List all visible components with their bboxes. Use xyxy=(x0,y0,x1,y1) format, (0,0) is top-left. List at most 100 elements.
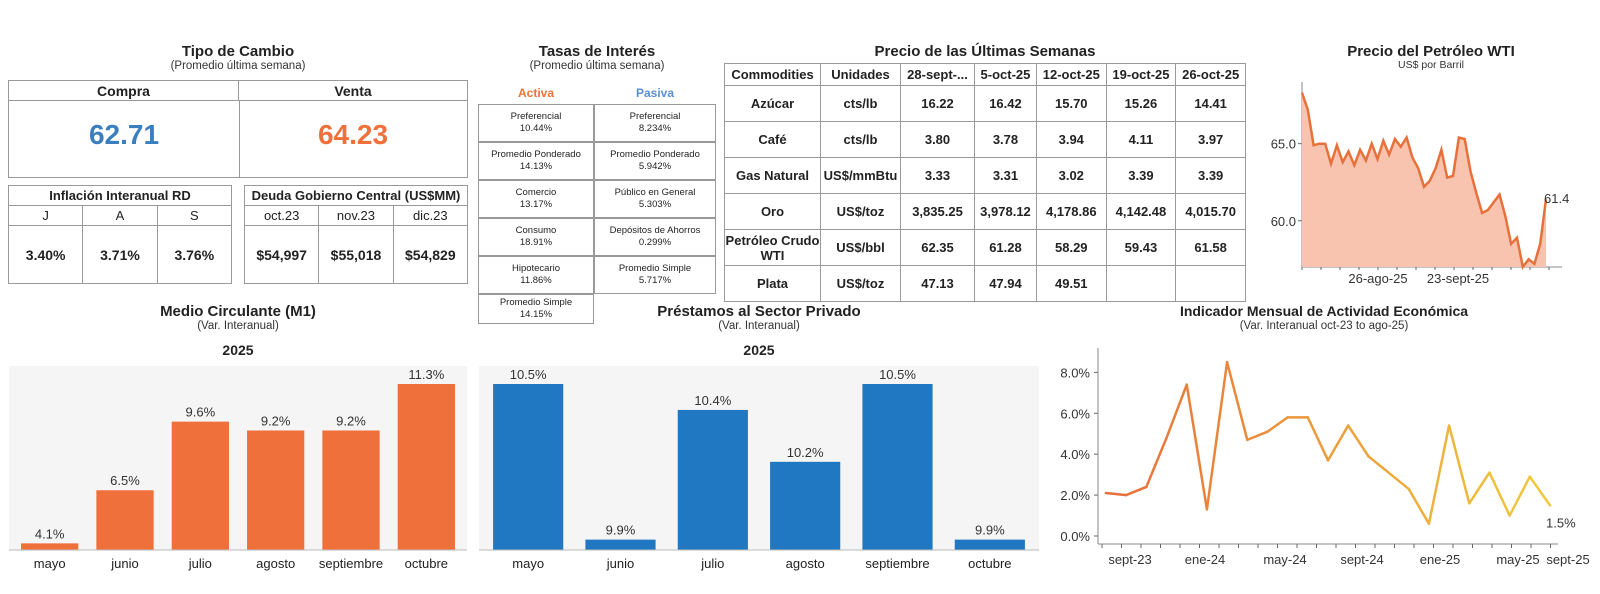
rate-label: Comercio xyxy=(515,187,557,198)
line-segment xyxy=(1165,383,1188,440)
y-tick-label: 0.0% xyxy=(1060,529,1090,544)
imae-chart: 0.0% 2.0% 4.0% 6.0% 8.0% 1.5% sept-23 ene-24 may… xyxy=(1060,348,1590,567)
y-tick-label: 60.0 xyxy=(1271,214,1296,229)
inflation-value: 3.40% xyxy=(7,225,84,284)
y-tick-label: 4.0% xyxy=(1060,447,1090,462)
wti-chart: 60.0 65.0 61.4 26-ago-25 23-sept-25 xyxy=(1271,82,1569,286)
commodity-name: Petróleo Crudo WTI xyxy=(724,229,821,266)
fx-sell-value: 64.23 xyxy=(317,119,389,150)
rate-value: 13.17% xyxy=(519,199,553,210)
rate-passive-cell: Promedio Simple 5.717% xyxy=(594,256,716,294)
debt-table: Deuda Gobierno Central (US$MM) oct.23 no… xyxy=(243,185,469,284)
bar xyxy=(247,430,305,550)
rate-label: Preferencial xyxy=(629,111,681,122)
commodity-value: 3,835.25 xyxy=(899,193,976,230)
table-row: Azúcar cts/lb 16.22 16.42 15.70 15.26 14… xyxy=(724,85,1246,122)
x-tick-label: sept-23 xyxy=(1108,552,1151,567)
line-segment xyxy=(1205,360,1229,511)
end-label: 1.5% xyxy=(1546,515,1576,530)
bar-data-label: 10.5% xyxy=(510,367,547,382)
rates-passive-column: Preferencial 8.234% Promedio Ponderado 5.9… xyxy=(594,104,716,294)
x-tick-label: ene-24 xyxy=(1185,552,1225,567)
wti-line xyxy=(1300,92,1548,270)
commodities-title: Precio de las Últimas Semanas xyxy=(874,43,1096,60)
line-segment xyxy=(1407,487,1431,525)
m1-title: Medio Circulante (M1) xyxy=(160,303,316,320)
rate-value: 0.299% xyxy=(638,237,672,248)
bar-data-label: 9.6% xyxy=(186,405,216,420)
line-segment xyxy=(1225,360,1249,442)
rate-passive-cell: Público en General 5.303% xyxy=(594,180,716,218)
rate-label: Hipotecario xyxy=(511,263,561,274)
debt-value: $55,018 xyxy=(318,225,394,284)
inflation-value: 3.71% xyxy=(82,225,158,284)
bar xyxy=(96,490,154,550)
m1-subtitle: (Var. Interanual) xyxy=(197,320,279,332)
rate-label: Promedio Simple xyxy=(499,297,573,308)
x-tick-label: sept-25 xyxy=(1546,552,1589,567)
table-row: Gas Natural US$/mmBtu 3.33 3.31 3.02 3.3… xyxy=(724,157,1246,194)
commodity-value: 16.22 xyxy=(899,85,976,122)
bar xyxy=(585,539,656,550)
commodities-header: 19-oct-25 xyxy=(1105,63,1177,86)
rate-passive-cell: Promedio Ponderado 5.942% xyxy=(594,142,716,180)
imae-subtitle: (Var. Interanual oct-23 to ago-25) xyxy=(1239,320,1409,332)
commodity-value: 3.94 xyxy=(1035,121,1107,158)
y-tick-label: 2.0% xyxy=(1060,488,1090,503)
rate-active-cell: Promedio Ponderado 14.13% xyxy=(478,142,594,180)
x-tick-label: agosto xyxy=(786,556,825,571)
commodity-unit: US$/toz xyxy=(820,265,901,302)
plot-background xyxy=(479,366,1039,550)
line-segment xyxy=(1528,475,1552,507)
line-segment xyxy=(1427,424,1451,525)
m1-chart: 2025 4.1% mayo 6.5% junio 9.6% julio 9.2% agosto… xyxy=(9,342,467,571)
table-row: Plata US$/toz 47.13 47.94 49.51 xyxy=(724,265,1246,302)
fx-sell-label: Venta xyxy=(239,81,467,101)
rates-active-column: Preferencial 10.44% Promedio Ponderado 14.… xyxy=(478,104,594,324)
fx-title: Tipo de Cambio xyxy=(181,43,295,60)
commodity-value: 4,178.86 xyxy=(1035,193,1107,230)
inflation-month: S xyxy=(156,205,233,226)
commodity-value: 3.39 xyxy=(1105,157,1177,194)
rate-label: Público en General xyxy=(614,187,696,198)
rate-active-cell: Consumo 18.91% xyxy=(478,218,594,256)
rate-active-cell: Comercio 13.17% xyxy=(478,180,594,218)
commodity-value: 16.42 xyxy=(974,85,1037,122)
bar xyxy=(770,461,841,550)
x-tick-label: 26-ago-25 xyxy=(1348,271,1407,286)
commodity-value: 4.11 xyxy=(1105,121,1177,158)
bar-data-label: 6.5% xyxy=(110,473,140,488)
bar xyxy=(171,421,229,550)
commodity-value: 3.97 xyxy=(1175,121,1246,158)
fx-buy-label: Compra xyxy=(9,81,239,101)
commodity-value: 4,142.48 xyxy=(1105,193,1177,230)
rate-label: Consumo xyxy=(515,225,557,236)
commodity-name: Plata xyxy=(724,265,821,302)
commodity-value: 47.13 xyxy=(899,265,976,302)
line-segment xyxy=(1367,454,1390,474)
commodity-value: 15.70 xyxy=(1035,85,1107,122)
loans-title: Préstamos al Sector Privado xyxy=(657,303,861,320)
commodity-unit: US$/toz xyxy=(820,193,901,230)
wti-subtitle: US$ por Barril xyxy=(1398,59,1464,71)
rate-active-cell: Promedio Simple 14.15% xyxy=(478,294,594,324)
bar-data-label: 11.3% xyxy=(408,367,444,382)
commodities-table: Commodities Unidades 28-sept-... 5-oct-2… xyxy=(724,63,1246,302)
commodity-unit: US$/bbl xyxy=(820,229,901,266)
table-row: Café cts/lb 3.80 3.78 3.94 4.11 3.97 xyxy=(724,121,1246,158)
rate-passive-cell: Preferencial 8.234% xyxy=(594,104,716,142)
rate-passive-cell: Depósitos de Ahorros 0.299% xyxy=(594,218,716,256)
y-tick-label: 6.0% xyxy=(1060,406,1090,421)
chart-year: 2025 xyxy=(222,342,253,358)
line-segment xyxy=(1145,436,1168,489)
line-segment xyxy=(1326,424,1350,462)
bar xyxy=(677,409,748,550)
rate-value: 5.303% xyxy=(638,199,672,210)
commodity-value: 61.28 xyxy=(974,229,1037,266)
inflation-table: Inflación Interanual RD J A S 3.40% 3.71… xyxy=(7,185,233,284)
plot-background xyxy=(9,366,467,550)
bar xyxy=(493,384,564,550)
rates-subtitle: (Promedio última semana) xyxy=(529,60,665,72)
commodity-value: 62.35 xyxy=(899,229,976,266)
x-tick-label: septiembre xyxy=(319,556,383,571)
